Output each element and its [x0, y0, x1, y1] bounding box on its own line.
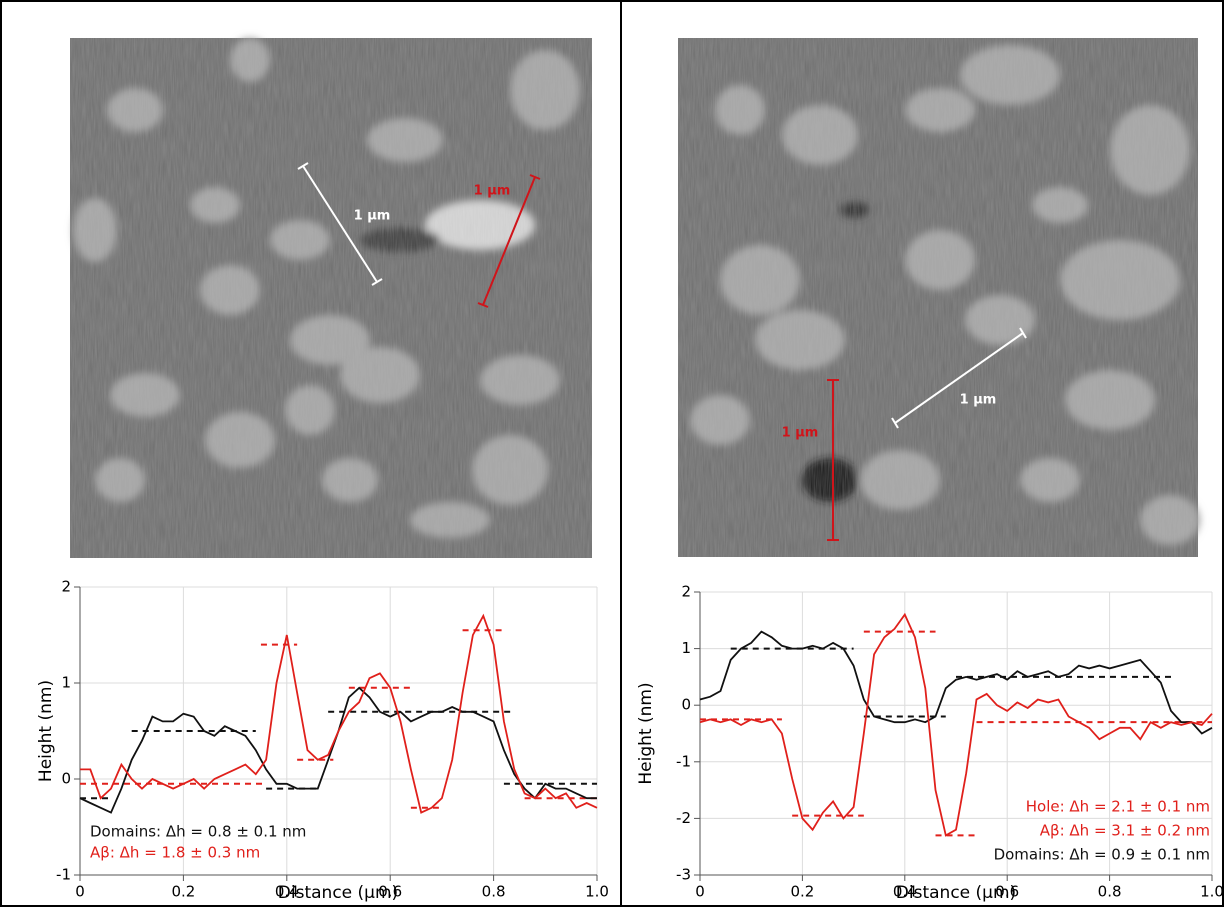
x-tick-label: 0: [695, 883, 705, 901]
y-tick-label: 2: [61, 578, 71, 596]
y-tick-label: 2: [681, 583, 691, 601]
y-tick-label: 0: [681, 696, 691, 714]
annotation: Domains: Δh = 0.8 ± 0.1 nm: [90, 823, 306, 841]
y-tick-label: -2: [676, 809, 691, 827]
annotation: Hole: Δh = 2.1 ± 0.1 nm: [1026, 798, 1210, 816]
scale-bar-label: 1 µm: [474, 184, 511, 199]
x-tick-label: 0.6: [378, 883, 402, 901]
scale-bar: [891, 327, 1027, 429]
y-tick-label: 1: [61, 674, 71, 692]
x-tick-label: 1.0: [585, 883, 609, 901]
x-tick-label: 0.4: [893, 883, 917, 901]
scale-bar: [297, 162, 383, 286]
y-axis-label: Height (nm): [36, 680, 56, 782]
annotation: Domains: Δh = 0.9 ± 0.1 nm: [994, 846, 1210, 864]
x-tick-label: 1.0: [1200, 883, 1224, 901]
y-axis-label: Height (nm): [636, 682, 656, 784]
x-tick-label: 0.2: [171, 883, 195, 901]
scale-bar: [477, 174, 541, 308]
x-tick-label: 0.2: [790, 883, 814, 901]
y-tick-label: 1: [681, 639, 691, 657]
y-tick-label: -1: [56, 866, 71, 884]
x-tick-label: 0.8: [482, 883, 506, 901]
x-tick-label: 0.8: [1098, 883, 1122, 901]
data-line: [699, 612, 1213, 837]
x-tick-label: 0: [75, 883, 85, 901]
x-tick-label: 0.4: [275, 883, 299, 901]
y-tick-label: 0: [61, 770, 71, 788]
annotation: Aβ: Δh = 3.1 ± 0.2 nm: [1040, 822, 1210, 840]
y-tick-label: -1: [676, 752, 691, 770]
afm-image: [70, 38, 592, 558]
scale-bar: [827, 379, 839, 541]
x-tick-label: 0.6: [995, 883, 1019, 901]
scale-bar-label: 1 µm: [960, 393, 997, 408]
scale-bar-label: 1 µm: [782, 426, 819, 441]
y-tick-label: -3: [676, 866, 691, 884]
x-axis-label: Distance (µm): [896, 883, 1016, 903]
data-line: [80, 613, 598, 814]
x-axis-label: Distance (µm): [278, 883, 398, 903]
scale-bar-label: 1 µm: [354, 209, 391, 224]
data-line: [699, 630, 1213, 735]
annotation: Aβ: Δh = 1.8 ± 0.3 nm: [90, 844, 260, 862]
afm-image: [678, 38, 1200, 557]
